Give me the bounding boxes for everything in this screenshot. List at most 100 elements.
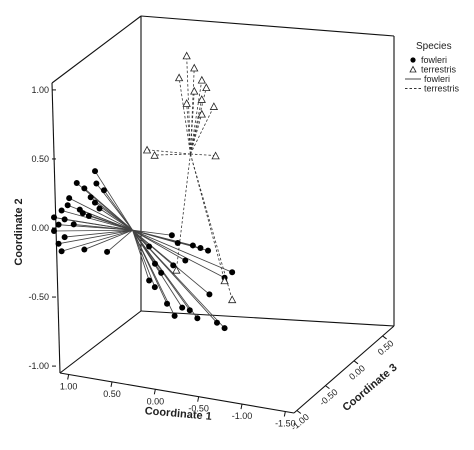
x-tick-label: 1.00: [60, 381, 78, 391]
point-fowleri: [146, 277, 153, 284]
point-terrestris: [211, 151, 220, 160]
legend-label: terrestris: [424, 84, 460, 94]
point-terrestris: [209, 102, 219, 110]
spoke-line-fowleri: [84, 229, 133, 250]
point-fowleri: [61, 216, 68, 223]
spoke-line-terrestris: [190, 67, 195, 155]
point-fowleri: [58, 207, 65, 214]
point-terrestris: [150, 150, 159, 159]
spoke-line-terrestris: [175, 153, 191, 271]
spoke-line-fowleri: [54, 229, 133, 232]
spoke-line-terrestris: [190, 113, 203, 155]
point-fowleri: [197, 245, 204, 252]
point-terrestris: [174, 73, 184, 82]
point-fowleri: [151, 260, 158, 267]
plot-box-frame: [51, 15, 395, 414]
z-tick-label: 0.50: [376, 338, 396, 357]
spoke-line-fowleri: [132, 229, 209, 252]
point-terrestris: [197, 109, 206, 118]
spoke-line-fowleri: [132, 230, 150, 281]
point-terrestris: [182, 99, 191, 107]
spoke-line-fowleri: [132, 230, 156, 288]
spoke-line-fowleri: [132, 229, 186, 261]
x-tick-mark: [110, 381, 113, 387]
spoke-line-fowleri: [73, 224, 133, 231]
point-terrestris: [182, 51, 191, 60]
data-markers: [51, 51, 237, 332]
point-fowleri: [81, 185, 88, 192]
spoke-line-terrestris: [190, 90, 195, 155]
point-terrestris: [197, 95, 206, 103]
legend-label: fowleri: [424, 74, 450, 84]
centroid-spokes: [53, 55, 233, 329]
legend-title: Species: [416, 41, 452, 52]
legend: Species fowleriterrestrisfowleriterrestr…: [405, 41, 460, 94]
spoke-line-fowleri: [132, 229, 172, 236]
point-fowleri: [151, 284, 158, 291]
point-fowleri: [170, 262, 177, 269]
point-fowleri: [189, 242, 196, 249]
z-axis-title: Coordinate 3: [340, 361, 399, 413]
x-tick-mark: [153, 389, 156, 395]
spoke-line-terrestris: [178, 77, 191, 155]
point-fowleri: [179, 304, 186, 311]
floor-right-edge: [293, 325, 395, 414]
point-fowleri: [171, 312, 178, 319]
point-terrestris: [142, 145, 152, 154]
x-tick-label: 0.50: [103, 389, 121, 399]
point-fowleri: [61, 234, 68, 241]
spoke-line-terrestris: [186, 55, 191, 155]
point-fowleri: [229, 269, 236, 276]
top-left-edge: [51, 15, 142, 84]
point-fowleri: [174, 239, 181, 246]
spoke-line-fowleri: [132, 229, 210, 295]
spoke-line-fowleri: [64, 229, 133, 238]
x-tick-label: -1.00: [232, 411, 253, 421]
spoke-line-fowleri: [132, 229, 156, 264]
spoke-line-fowleri: [61, 210, 133, 231]
legend-swatch-fowleri: [410, 57, 416, 63]
spoke-line-fowleri: [64, 218, 133, 231]
z-tick-label: -1.00: [289, 412, 311, 433]
spoke-line-fowleri: [132, 230, 168, 304]
point-fowleri: [51, 228, 58, 234]
spoke-line-terrestris: [190, 153, 216, 156]
x-tick-mark: [240, 404, 243, 410]
point-fowleri: [73, 180, 80, 187]
point-fowleri: [182, 257, 189, 264]
point-fowleri: [186, 307, 193, 314]
y-tick-label: 1.00: [31, 85, 49, 95]
spoke-line-terrestris: [190, 99, 203, 155]
z-tick-mark: [382, 335, 387, 340]
x-axis-title: Coordinate 1: [144, 405, 212, 423]
x-tick-label: -1.50: [275, 419, 296, 429]
spoke-line-terrestris: [154, 153, 191, 156]
point-terrestris: [190, 63, 199, 72]
point-fowleri: [51, 214, 58, 221]
axis-ticks: 1.00 0.50 0.00 -0.50 -1.00 1.00 0.50 0.00 -0.50 -…: [28, 85, 395, 433]
y-tick-label: -1.00: [28, 361, 49, 371]
point-fowleri: [168, 232, 175, 239]
spoke-line-fowleri: [132, 229, 198, 319]
x-tick-mark: [197, 396, 200, 402]
point-fowleri: [64, 202, 71, 209]
spoke-line-fowleri: [132, 229, 150, 247]
spoke-line-fowleri: [103, 189, 133, 231]
legend-label: terrestris: [421, 65, 457, 75]
point-fowleri: [92, 168, 99, 175]
point-fowleri: [55, 240, 62, 247]
spoke-line-fowleri: [132, 229, 233, 273]
x-tick-label: -0.50: [188, 404, 209, 414]
point-fowleri: [164, 300, 171, 307]
z-tick-mark: [325, 385, 330, 390]
point-fowleri: [214, 319, 220, 326]
point-fowleri: [66, 195, 73, 202]
x-tick-mark: [67, 374, 70, 380]
spoke-line-terrestris: [190, 153, 225, 281]
point-terrestris: [220, 276, 229, 285]
point-terrestris: [172, 265, 181, 274]
z-tick-label: 0.00: [347, 363, 367, 382]
y-tick-label: 0.50: [31, 154, 49, 164]
